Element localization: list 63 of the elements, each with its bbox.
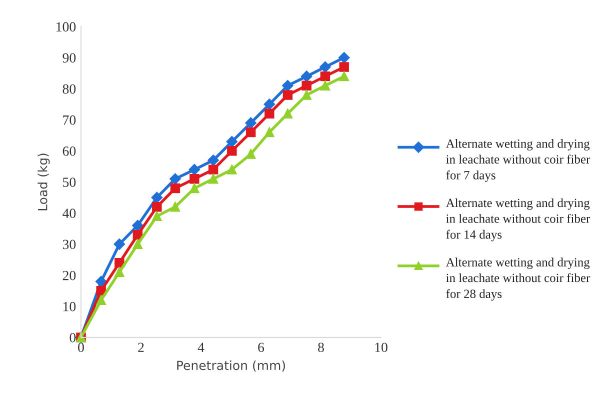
point bbox=[152, 211, 162, 222]
y-tick-label: 0 bbox=[70, 333, 76, 342]
y-tick-label: 80 bbox=[62, 84, 76, 94]
point bbox=[264, 108, 274, 118]
point bbox=[152, 202, 162, 212]
point bbox=[208, 154, 219, 166]
point bbox=[151, 192, 163, 204]
y-tick-label: 70 bbox=[63, 115, 76, 125]
y-tick-label: 30 bbox=[62, 240, 76, 250]
point bbox=[170, 202, 180, 212]
point bbox=[227, 164, 237, 174]
point bbox=[300, 70, 312, 82]
point bbox=[170, 183, 180, 194]
point bbox=[96, 295, 106, 305]
point bbox=[226, 136, 238, 148]
point bbox=[132, 220, 144, 232]
point bbox=[114, 238, 126, 250]
y-tick-label: 10 bbox=[63, 302, 76, 312]
y-tick-label: 60 bbox=[62, 146, 76, 156]
legend-label: Alternate wetting and drying in leachate without coir fiber for 28 days bbox=[446, 258, 590, 301]
point bbox=[208, 164, 218, 174]
point bbox=[339, 71, 349, 82]
point bbox=[114, 267, 124, 278]
point bbox=[339, 62, 349, 72]
point bbox=[96, 286, 106, 296]
point bbox=[320, 71, 330, 82]
point bbox=[338, 52, 350, 64]
x-tick-label: 10 bbox=[375, 342, 388, 352]
point bbox=[170, 173, 181, 185]
point bbox=[282, 80, 294, 92]
y-tick-label: 100 bbox=[56, 22, 76, 32]
point bbox=[208, 174, 218, 184]
point bbox=[264, 127, 274, 138]
x-axis-title: Penetration (mm) bbox=[177, 360, 285, 372]
point bbox=[190, 174, 200, 184]
x-tick-label: 6 bbox=[258, 342, 264, 352]
point bbox=[245, 117, 256, 129]
y-tick-label: 20 bbox=[62, 270, 76, 280]
point bbox=[246, 127, 256, 138]
point bbox=[132, 239, 143, 250]
x-tick-label: 8 bbox=[318, 342, 324, 352]
x-tick-label: 2 bbox=[138, 342, 144, 352]
point bbox=[320, 80, 330, 91]
point bbox=[264, 98, 276, 110]
y-tick-label: 90 bbox=[62, 53, 76, 63]
legend-label: Alternate wetting and drying in leachate without coir fiber for 14 days bbox=[446, 198, 590, 242]
point bbox=[114, 258, 124, 268]
y-tick-label: 40 bbox=[62, 208, 76, 218]
legend-label: Alternate wetting and drying in leachate without coir fiber for 7 days bbox=[446, 139, 590, 182]
point bbox=[246, 149, 256, 159]
x-tick-label: 4 bbox=[198, 342, 204, 352]
x-tick-label: 0 bbox=[78, 342, 84, 352]
point bbox=[282, 108, 293, 118]
point bbox=[95, 276, 107, 288]
point bbox=[190, 183, 200, 194]
point bbox=[302, 80, 312, 91]
point bbox=[302, 90, 312, 100]
point bbox=[282, 90, 293, 100]
y-tick-label: 50 bbox=[63, 178, 76, 187]
point bbox=[320, 61, 331, 73]
point bbox=[188, 164, 200, 176]
y-axis-title: Load (kg) bbox=[38, 154, 50, 210]
point bbox=[227, 146, 237, 156]
